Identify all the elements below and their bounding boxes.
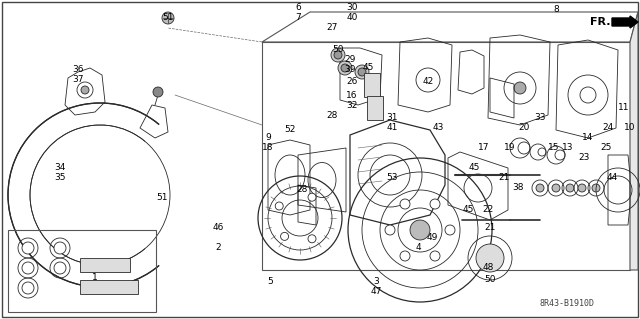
Circle shape: [476, 244, 504, 272]
Text: 24: 24: [602, 123, 614, 132]
Text: 6: 6: [295, 4, 301, 12]
Circle shape: [338, 61, 352, 75]
Circle shape: [54, 242, 66, 254]
Circle shape: [162, 12, 174, 24]
Text: 51: 51: [156, 194, 168, 203]
Text: 35: 35: [54, 174, 66, 182]
Circle shape: [578, 184, 586, 192]
Circle shape: [280, 232, 289, 241]
Circle shape: [400, 199, 410, 209]
Circle shape: [331, 48, 345, 62]
Text: 3: 3: [373, 278, 379, 286]
Text: 17: 17: [478, 144, 490, 152]
Text: 29: 29: [344, 56, 356, 64]
Text: 10: 10: [624, 123, 636, 132]
Text: 46: 46: [212, 224, 224, 233]
Text: 37: 37: [72, 76, 84, 85]
Polygon shape: [364, 73, 380, 97]
Text: 30: 30: [346, 4, 358, 12]
Text: 4: 4: [415, 243, 421, 253]
Text: 32: 32: [346, 100, 358, 109]
Text: 43: 43: [432, 123, 444, 132]
Polygon shape: [80, 280, 138, 294]
Text: 11: 11: [618, 103, 630, 113]
Circle shape: [153, 87, 163, 97]
FancyArrow shape: [612, 16, 638, 28]
Circle shape: [400, 251, 410, 261]
Circle shape: [22, 242, 34, 254]
Text: 39: 39: [344, 65, 356, 75]
Circle shape: [22, 262, 34, 274]
Circle shape: [552, 184, 560, 192]
Circle shape: [430, 251, 440, 261]
Text: 31: 31: [387, 114, 397, 122]
Text: 9: 9: [265, 133, 271, 143]
Polygon shape: [80, 258, 130, 272]
Text: 21: 21: [499, 174, 509, 182]
Text: 51: 51: [163, 13, 173, 23]
Text: 38: 38: [512, 183, 524, 192]
Circle shape: [22, 282, 34, 294]
Text: 8R43-B1910D: 8R43-B1910D: [540, 299, 595, 308]
Text: 33: 33: [534, 114, 546, 122]
Text: 5: 5: [267, 278, 273, 286]
Text: 2: 2: [215, 243, 221, 253]
Text: 45: 45: [362, 63, 374, 72]
Circle shape: [308, 235, 316, 243]
Text: 8: 8: [553, 5, 559, 14]
Text: 40: 40: [346, 13, 358, 23]
Text: 19: 19: [504, 144, 516, 152]
Circle shape: [566, 184, 574, 192]
Text: 34: 34: [54, 164, 66, 173]
Circle shape: [341, 64, 349, 72]
Text: 49: 49: [426, 234, 438, 242]
Text: 21: 21: [484, 224, 496, 233]
Circle shape: [430, 199, 440, 209]
Bar: [8, 230, 156, 312]
Circle shape: [81, 86, 89, 94]
Circle shape: [592, 184, 600, 192]
Text: 45: 45: [468, 164, 480, 173]
Circle shape: [536, 184, 544, 192]
Text: 14: 14: [582, 133, 594, 143]
Text: 44: 44: [606, 174, 618, 182]
Circle shape: [334, 51, 342, 59]
Circle shape: [275, 202, 284, 210]
Text: 45: 45: [462, 205, 474, 214]
Circle shape: [410, 220, 430, 240]
Text: 50: 50: [484, 276, 496, 285]
Circle shape: [355, 65, 369, 79]
Text: 28: 28: [326, 110, 338, 120]
Text: 23: 23: [579, 153, 589, 162]
Text: 47: 47: [371, 287, 381, 296]
Text: 22: 22: [483, 205, 493, 214]
Text: 48: 48: [483, 263, 493, 272]
Text: 13: 13: [563, 144, 573, 152]
Text: 20: 20: [518, 123, 530, 132]
Polygon shape: [630, 12, 638, 270]
Circle shape: [445, 225, 455, 235]
Text: 53: 53: [387, 174, 397, 182]
Text: 16: 16: [346, 91, 358, 100]
Circle shape: [308, 193, 316, 201]
Text: 26: 26: [346, 78, 358, 86]
Text: 1: 1: [92, 273, 98, 283]
Circle shape: [385, 225, 395, 235]
Text: 25: 25: [600, 144, 612, 152]
Text: 7: 7: [295, 13, 301, 23]
Text: 18: 18: [262, 144, 274, 152]
Text: 36: 36: [72, 65, 84, 75]
Circle shape: [514, 82, 526, 94]
Text: 41: 41: [387, 123, 397, 132]
Text: 28: 28: [296, 186, 308, 195]
Text: 42: 42: [422, 78, 434, 86]
Polygon shape: [367, 96, 383, 120]
Text: 52: 52: [284, 125, 296, 135]
Text: 50: 50: [332, 46, 344, 55]
Text: 15: 15: [548, 144, 560, 152]
Text: FR.: FR.: [590, 17, 611, 27]
Text: 27: 27: [326, 24, 338, 33]
Circle shape: [358, 68, 366, 76]
Circle shape: [54, 262, 66, 274]
